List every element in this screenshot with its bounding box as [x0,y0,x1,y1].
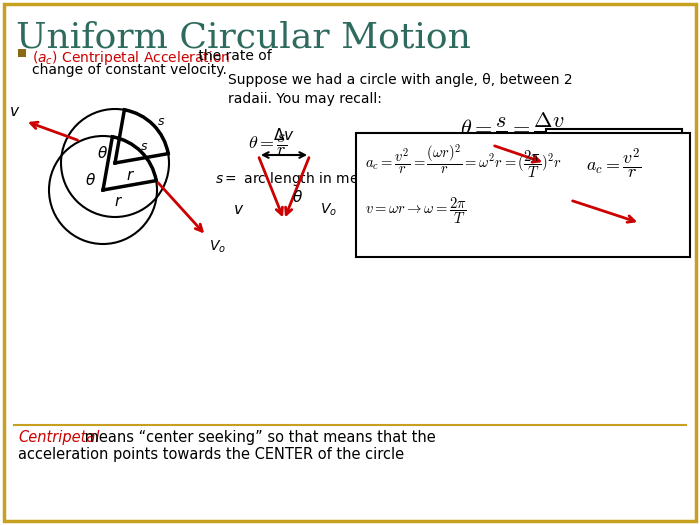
Text: $v$: $v$ [9,104,20,119]
Text: $s =$ arc length in meters: $s =$ arc length in meters [215,170,386,188]
Text: acceleration points towards the CENTER of the circle: acceleration points towards the CENTER o… [18,447,404,462]
Text: Centripetal: Centripetal [18,430,99,445]
Text: $=$: $=$ [442,154,462,173]
Text: $V_o$: $V_o$ [320,202,337,218]
Text: $r$: $r$ [127,167,136,183]
Text: Uniform Circular Motion: Uniform Circular Motion [16,20,471,54]
Text: $a_c = \dfrac{v^2}{r} = \dfrac{(\omega r)^2}{r} = \omega^2 r = (\dfrac{2\pi}{T}): $a_c = \dfrac{v^2}{r} = \dfrac{(\omega r… [365,143,561,181]
Text: $\dfrac{\Delta vt}{r}$: $\dfrac{\Delta vt}{r}$ [398,145,430,175]
Text: $\theta = \dfrac{s}{r} = \dfrac{\Delta v}{v}$: $\theta = \dfrac{s}{r} = \dfrac{\Delta v… [460,110,565,146]
Bar [18,49,26,57]
Text: $s$: $s$ [157,115,165,128]
Text: $s = \Delta vt$: $s = \Delta vt$ [385,170,446,188]
Text: $\Delta v$: $\Delta v$ [273,127,295,143]
Text: $(a_c)$ Centripetal Acceleration: $(a_c)$ Centripetal Acceleration [32,49,230,67]
Text: $V_o$: $V_o$ [209,239,226,255]
Text: $\theta$: $\theta$ [85,172,97,188]
Text: the rate of: the rate of [194,49,272,63]
Text: $v$: $v$ [233,203,244,217]
Text: $\theta$: $\theta$ [97,145,108,161]
Text: $\theta = \dfrac{s}{r}$: $\theta = \dfrac{s}{r}$ [248,132,287,158]
FancyBboxPatch shape [546,129,682,175]
Text: $\theta$: $\theta$ [292,189,303,205]
Text: $r$: $r$ [115,194,123,209]
Text: $a_c = \dfrac{v^2}{r}$: $a_c = \dfrac{v^2}{r}$ [586,147,642,181]
Text: means “center seeking” so that means that the: means “center seeking” so that means tha… [80,430,435,445]
Text: change of constant velocity.: change of constant velocity. [32,63,227,77]
Text: Suppose we had a circle with angle, θ, between 2
radaii. You may recall:: Suppose we had a circle with angle, θ, b… [228,73,573,107]
Text: $s$: $s$ [139,140,148,153]
Text: $\dfrac{\Delta v}{v}$: $\dfrac{\Delta v}{v}$ [455,145,481,175]
Text: $v = \omega r \rightarrow \omega = \dfrac{2\pi}{T}$: $v = \omega r \rightarrow \omega = \dfra… [365,195,467,226]
FancyBboxPatch shape [356,133,690,257]
